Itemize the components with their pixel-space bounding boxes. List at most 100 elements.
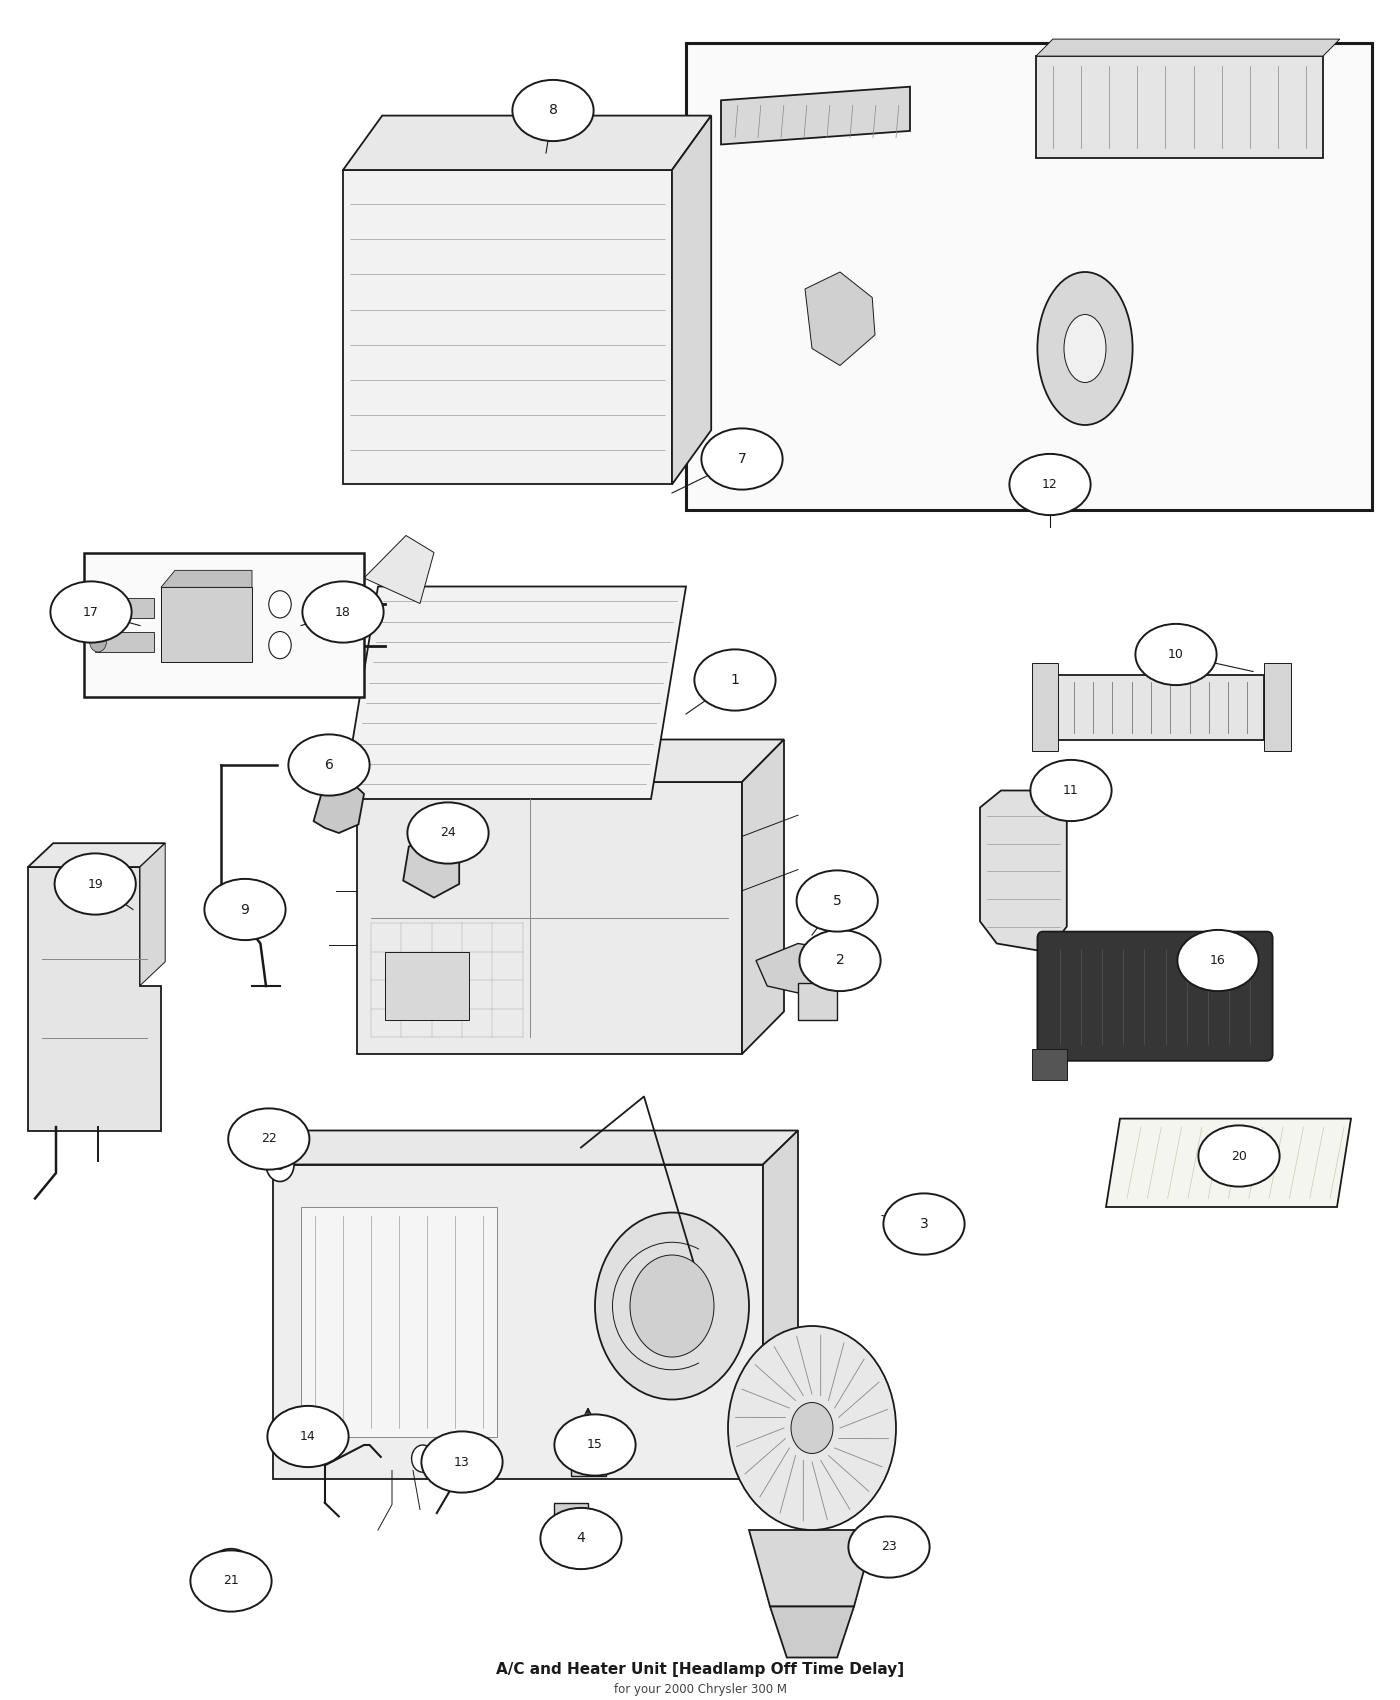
FancyBboxPatch shape — [1264, 663, 1291, 751]
Text: 24: 24 — [440, 826, 456, 840]
FancyBboxPatch shape — [554, 1503, 588, 1530]
Text: 22: 22 — [260, 1132, 277, 1146]
FancyBboxPatch shape — [1036, 56, 1323, 158]
Ellipse shape — [694, 649, 776, 711]
Ellipse shape — [228, 1108, 309, 1170]
Text: 19: 19 — [87, 877, 104, 891]
Text: 15: 15 — [587, 1438, 603, 1452]
Polygon shape — [742, 740, 784, 1054]
Text: 3: 3 — [920, 1217, 928, 1231]
Circle shape — [269, 592, 291, 617]
FancyBboxPatch shape — [1057, 675, 1264, 740]
Ellipse shape — [797, 870, 878, 932]
Ellipse shape — [1198, 1125, 1280, 1187]
Circle shape — [630, 1255, 714, 1357]
Text: 2: 2 — [836, 954, 844, 967]
Text: 8: 8 — [549, 104, 557, 117]
Polygon shape — [980, 790, 1067, 952]
Ellipse shape — [267, 1406, 349, 1467]
Polygon shape — [314, 777, 364, 833]
Circle shape — [276, 1159, 284, 1170]
Ellipse shape — [211, 1549, 251, 1579]
Ellipse shape — [407, 802, 489, 864]
Polygon shape — [273, 1164, 763, 1479]
Text: 21: 21 — [223, 1574, 239, 1588]
Circle shape — [90, 597, 106, 617]
Ellipse shape — [540, 1508, 622, 1569]
Polygon shape — [161, 571, 252, 588]
Polygon shape — [357, 782, 742, 1054]
Circle shape — [266, 1148, 294, 1181]
Circle shape — [728, 1326, 896, 1530]
Polygon shape — [343, 170, 672, 484]
FancyBboxPatch shape — [1037, 932, 1273, 1061]
Text: 1: 1 — [731, 673, 739, 687]
Circle shape — [791, 1402, 833, 1454]
FancyBboxPatch shape — [686, 42, 1372, 510]
Polygon shape — [763, 1130, 798, 1479]
Text: 5: 5 — [833, 894, 841, 908]
FancyBboxPatch shape — [571, 1442, 606, 1476]
Polygon shape — [28, 867, 161, 1130]
Ellipse shape — [1177, 930, 1259, 991]
Text: for your 2000 Chrysler 300 M: for your 2000 Chrysler 300 M — [613, 1683, 787, 1697]
FancyBboxPatch shape — [385, 952, 469, 1020]
Ellipse shape — [190, 1550, 272, 1612]
Text: 18: 18 — [335, 605, 351, 619]
Text: 23: 23 — [881, 1540, 897, 1554]
Ellipse shape — [1064, 314, 1106, 382]
Ellipse shape — [883, 1193, 965, 1255]
Polygon shape — [357, 740, 784, 782]
Circle shape — [269, 632, 291, 658]
Ellipse shape — [1135, 624, 1217, 685]
Ellipse shape — [799, 930, 881, 991]
Circle shape — [595, 1212, 749, 1399]
Polygon shape — [805, 272, 875, 366]
Polygon shape — [403, 836, 459, 898]
Ellipse shape — [554, 1414, 636, 1476]
Circle shape — [412, 1445, 434, 1472]
Polygon shape — [343, 116, 711, 170]
Ellipse shape — [288, 734, 370, 796]
Polygon shape — [273, 1130, 798, 1164]
Polygon shape — [721, 87, 910, 144]
Polygon shape — [343, 586, 686, 799]
Ellipse shape — [848, 1516, 930, 1578]
Polygon shape — [140, 843, 165, 986]
Text: 14: 14 — [300, 1430, 316, 1443]
Text: 11: 11 — [1063, 784, 1079, 797]
Polygon shape — [1106, 1119, 1351, 1207]
Ellipse shape — [421, 1431, 503, 1493]
Polygon shape — [756, 944, 823, 994]
FancyBboxPatch shape — [95, 598, 154, 617]
FancyBboxPatch shape — [1032, 663, 1058, 751]
Text: 16: 16 — [1210, 954, 1226, 967]
Ellipse shape — [1009, 454, 1091, 515]
Text: 6: 6 — [325, 758, 333, 772]
Polygon shape — [749, 1530, 875, 1606]
Ellipse shape — [204, 879, 286, 940]
Ellipse shape — [1030, 760, 1112, 821]
FancyBboxPatch shape — [798, 983, 837, 1020]
Ellipse shape — [55, 853, 136, 915]
Ellipse shape — [50, 581, 132, 643]
Ellipse shape — [701, 428, 783, 490]
Text: 4: 4 — [577, 1532, 585, 1545]
FancyBboxPatch shape — [1032, 1049, 1067, 1080]
FancyBboxPatch shape — [301, 1207, 497, 1436]
Text: 9: 9 — [241, 903, 249, 916]
Text: 12: 12 — [1042, 478, 1058, 491]
Text: 20: 20 — [1231, 1149, 1247, 1163]
Text: 17: 17 — [83, 605, 99, 619]
Text: A/C and Heater Unit [Headlamp Off Time Delay]: A/C and Heater Unit [Headlamp Off Time D… — [496, 1663, 904, 1676]
Text: 13: 13 — [454, 1455, 470, 1469]
Ellipse shape — [302, 581, 384, 643]
Polygon shape — [1036, 39, 1340, 56]
Polygon shape — [364, 536, 434, 604]
Polygon shape — [770, 1606, 854, 1658]
Polygon shape — [672, 116, 711, 484]
Circle shape — [90, 632, 106, 653]
Polygon shape — [28, 843, 165, 867]
Ellipse shape — [1037, 272, 1133, 425]
Text: 7: 7 — [738, 452, 746, 466]
